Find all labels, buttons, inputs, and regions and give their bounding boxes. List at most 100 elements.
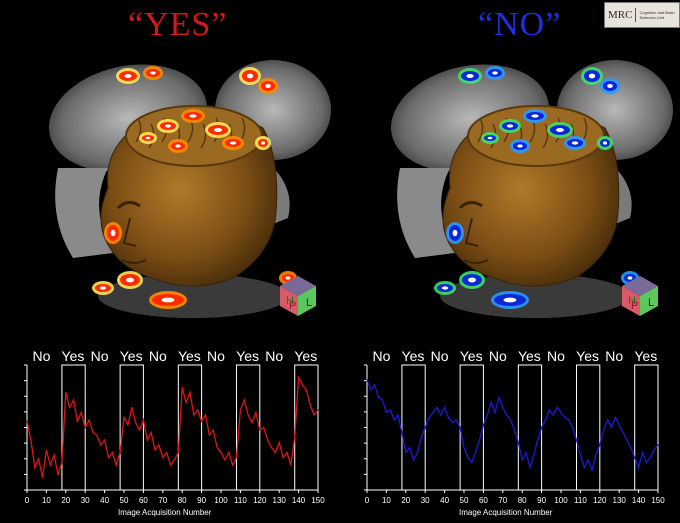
series-point-no [548,409,550,411]
series-point-no [478,439,481,441]
series-line-no [366,379,659,473]
x-tick-label-no: 80 [518,496,527,505]
series-point-yes [49,464,51,466]
mrc-logo: MRC Cognition and Brain Sciences Unit [604,2,680,28]
series-point-no [490,401,492,404]
series-point-no [552,414,554,416]
x-tick-label-no: 110 [574,496,587,505]
yes-block-box-yes [61,364,86,491]
activation-peak-no [571,141,579,145]
nose-shape-yes [122,217,137,247]
mouth-shape-no [463,259,489,264]
x-tick-label-no: 40 [440,496,449,505]
x-tick-label-yes: 130 [273,496,287,505]
x-tick-label-yes: 120 [253,496,267,505]
x-tick-label-no: 130 [613,496,627,505]
activation-peak-yes [110,229,116,237]
block-label-no: Yes [576,348,599,364]
x-tick-label-no: 0 [365,496,370,505]
series-point-yes [185,401,187,404]
series-point-yes [228,451,230,454]
series-point-yes [53,454,55,456]
x-tick-label-no: 140 [632,496,646,505]
series-point-no [657,444,659,446]
series-point-yes [166,451,168,454]
series-point-no [378,396,380,399]
x-tick-label-yes: 20 [61,496,70,505]
series-point-no [533,454,535,456]
series-point-no [498,396,500,399]
x-tick-label-yes: 150 [311,496,325,505]
x-tick-label-no: 20 [401,496,410,505]
series-point-no [440,414,442,416]
series-point-yes [301,384,304,386]
series-point-no [467,456,469,459]
series-point-no [568,419,570,421]
activation-peak-no [466,74,474,78]
series-point-no [502,406,504,409]
yes-block-box-no [634,364,659,491]
series-point-no [381,399,384,401]
series-point-no [583,466,585,469]
x-tick-label-yes: 140 [292,496,306,505]
axial-slice-no [440,274,630,318]
series-point-yes [243,399,245,401]
series-point-yes [69,406,71,409]
series-point-yes [313,414,315,416]
series-point-no [645,461,647,464]
x-tick-label-yes: 60 [139,496,148,505]
x-tick-label-yes: 40 [100,496,109,505]
yes-block-box-yes [119,364,144,491]
activation-peak-yes [145,136,151,140]
activation-peak-no [607,84,613,88]
series-point-yes [309,404,311,406]
series-point-no [595,454,597,456]
series-point-yes [76,420,79,422]
series-point-no [405,451,407,454]
activation-peak-yes [246,73,254,79]
block-label-no: No [547,348,565,364]
cube-letter: P [631,300,638,312]
activation-peak-yes [161,297,175,303]
x-tick-label-yes: 80 [178,496,187,505]
series-point-no [475,451,477,454]
series-point-no [560,411,562,414]
yes-block-box-no [576,364,601,491]
activation-peak-yes [126,277,134,283]
series-point-no [591,469,593,471]
series-point-no [432,411,434,414]
activation-peak-no [627,276,633,280]
series-point-yes [263,426,265,429]
block-label-yes: No [32,348,51,364]
activation-peak-yes [265,84,271,88]
series-point-yes [80,411,82,414]
face-slice-no [397,168,455,258]
series-point-no [416,451,419,454]
x-tick-label-no: 150 [651,496,665,505]
series-point-yes [100,444,102,446]
series-point-yes [104,439,106,441]
series-point-yes [131,406,133,409]
block-label-yes: Yes [61,348,85,364]
series-point-yes [294,436,296,439]
series-point-yes [92,431,94,434]
series-point-no [482,424,484,426]
orientation-cube-yes: HP L [280,276,316,316]
series-point-yes [45,449,48,451]
series-point-yes [107,456,110,459]
series-point-no [606,419,609,421]
series-point-no [529,466,531,469]
block-label-yes: No [207,348,225,364]
block-label-yes: No [90,348,109,364]
activation-peak-no [468,277,476,283]
series-point-yes [255,411,257,414]
series-point-yes [251,421,253,424]
mouth-shape-yes [121,259,147,264]
series-point-no [618,424,620,426]
series-point-yes [278,441,280,444]
series-point-no [385,411,387,414]
series-point-no [614,416,616,419]
series-point-no [587,459,589,461]
series-point-yes [189,391,191,394]
series-point-no [579,454,581,456]
